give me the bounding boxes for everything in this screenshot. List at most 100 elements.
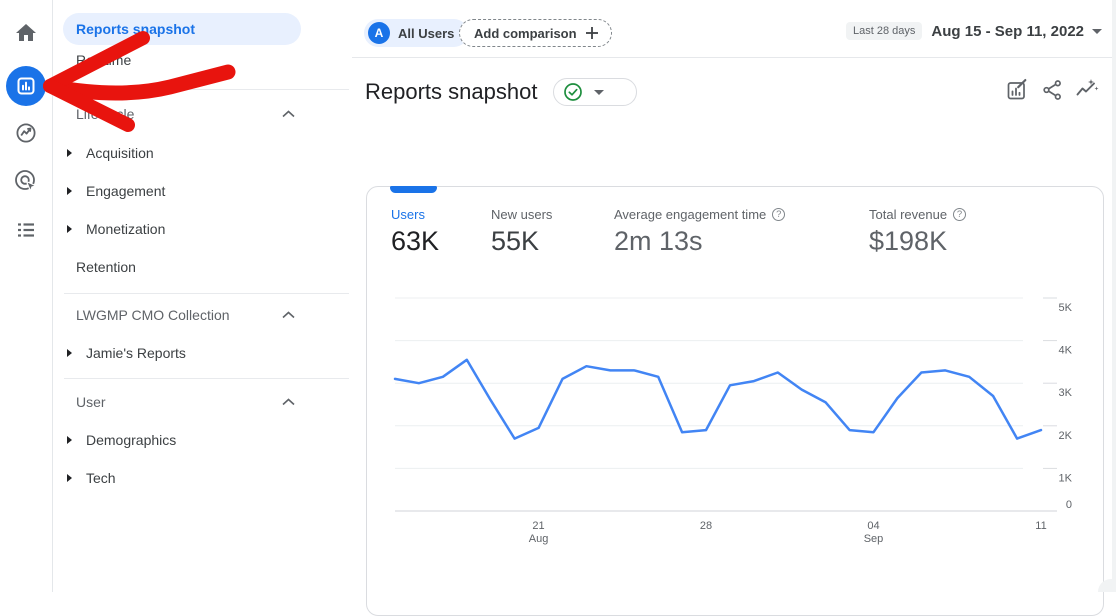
metric-value: 2m 13s [614, 226, 703, 256]
nav-item-retention[interactable]: Retention [53, 254, 313, 280]
nav-section-label: LWGMP CMO Collection [76, 307, 230, 323]
home-icon [16, 24, 36, 41]
rail-explore-button[interactable] [0, 113, 52, 153]
help-icon[interactable]: ? [772, 208, 786, 221]
customize-report-button[interactable] [1005, 78, 1029, 102]
reports-selected-circle [6, 66, 46, 106]
add-comparison-label: Add comparison [474, 25, 577, 41]
date-range-value: Aug 15 - Sep 11, 2022 [931, 22, 1084, 40]
svg-text:28: 28 [700, 520, 712, 532]
all-users-segment-chip[interactable]: A All Users [364, 19, 469, 47]
page-title: Reports snapshot [365, 79, 538, 104]
reports-snapshot-card: Users 63K New users 55K Average engageme… [366, 186, 1104, 616]
nav-section-lwgmp-cmo-collection: LWGMP CMO Collection [53, 302, 313, 328]
nav-section-life-cycle: Life cycle [53, 101, 313, 127]
expand-triangle-icon [67, 149, 72, 157]
nav-item-label: Tech [86, 470, 116, 486]
library-icon [18, 223, 34, 237]
advertising-icon [15, 170, 38, 193]
topbar-divider [352, 57, 1116, 58]
nav-item-label: Reports snapshot [76, 21, 196, 37]
share-report-button[interactable] [1041, 78, 1065, 102]
rail-advertising-button[interactable] [0, 161, 52, 201]
collapse-chevron-icon[interactable] [282, 398, 295, 406]
metric-label: Average engagement time [614, 207, 767, 222]
svg-text:Sep: Sep [864, 533, 884, 545]
expand-triangle-icon [67, 349, 72, 357]
plus-icon [585, 27, 598, 39]
svg-text:2K: 2K [1059, 430, 1073, 442]
metric-users[interactable]: Users 63K [391, 207, 439, 257]
nav-item-monetization[interactable]: Monetization [53, 216, 313, 242]
metric-total-revenue[interactable]: Total revenue ? $198K [869, 207, 967, 257]
svg-text:11: 11 [1035, 520, 1046, 532]
expand-triangle-icon [67, 225, 72, 233]
rail-library-button[interactable] [0, 210, 52, 250]
reports-icon [17, 77, 35, 95]
caret-down-icon [594, 89, 604, 95]
metric-new-users[interactable]: New users 55K [491, 207, 552, 257]
rail-reports-button[interactable] [0, 66, 52, 106]
svg-text:3K: 3K [1059, 387, 1073, 399]
insights-panel-corner [1098, 579, 1116, 592]
nav-item-label: Retention [76, 259, 136, 275]
nav-section-label: Life cycle [76, 106, 135, 122]
svg-text:4K: 4K [1059, 345, 1073, 357]
report-data-quality-button[interactable] [553, 78, 637, 106]
expand-triangle-icon [67, 474, 72, 482]
metric-label: Users [391, 207, 425, 222]
svg-text:21: 21 [532, 520, 544, 532]
svg-text:04: 04 [867, 520, 879, 532]
nav-divider [64, 89, 349, 90]
svg-text:Aug: Aug [529, 533, 549, 545]
insights-icon [1076, 79, 1099, 96]
nav-item-reports-snapshot[interactable]: Reports snapshot [63, 13, 301, 45]
nav-divider [64, 378, 349, 379]
svg-text:0: 0 [1066, 499, 1072, 511]
explore-icon [16, 123, 36, 143]
svg-text:5K: 5K [1059, 302, 1073, 314]
caret-down-icon [1092, 28, 1102, 34]
add-comparison-button[interactable]: Add comparison [459, 19, 612, 47]
nav-item-acquisition[interactable]: Acquisition [53, 140, 313, 166]
verified-check-icon [564, 83, 582, 101]
help-icon[interactable]: ? [953, 208, 967, 221]
metric-label: New users [491, 207, 553, 222]
nav-item-label: Realtime [76, 52, 132, 68]
nav-item-label: Acquisition [86, 145, 154, 161]
nav-divider [64, 293, 349, 294]
scrollbar[interactable] [1112, 0, 1116, 592]
nav-item-label: Jamie's Reports [86, 345, 186, 361]
nav-item-label: Engagement [86, 183, 166, 199]
segment-avatar: A [368, 22, 390, 44]
nav-item-demographics[interactable]: Demographics [53, 427, 313, 453]
left-icon-rail [0, 0, 53, 592]
metric-value: $198K [869, 226, 948, 256]
customize-report-icon [1007, 79, 1027, 100]
selected-metric-tab-indicator [390, 186, 437, 193]
date-range-preset-badge: Last 28 days [846, 22, 923, 40]
collapse-chevron-icon[interactable] [282, 311, 295, 319]
metric-average-engagement-time[interactable]: Average engagement time ? 2m 13s [614, 207, 786, 257]
nav-section-label: User [76, 394, 106, 410]
metric-value: 63K [391, 226, 440, 256]
metric-value: 55K [491, 226, 540, 256]
nav-section-user: User [53, 389, 313, 415]
nav-item-engagement[interactable]: Engagement [53, 178, 313, 204]
insights-button[interactable] [1075, 78, 1099, 102]
segment-label: All Users [398, 25, 455, 41]
metric-label: Total revenue [869, 207, 948, 222]
nav-item-tech[interactable]: Tech [53, 465, 313, 491]
collapse-chevron-icon[interactable] [282, 110, 295, 118]
nav-item-realtime[interactable]: Realtime [53, 47, 313, 73]
svg-text:1K: 1K [1059, 472, 1073, 484]
date-range-selector[interactable]: Last 28 days Aug 15 - Sep 11, 2022 [846, 22, 1102, 40]
reports-nav-panel: Reports snapshot Realtime Life cycle Acq… [53, 0, 352, 592]
share-icon [1043, 80, 1061, 100]
nav-item-jamies-reports[interactable]: Jamie's Reports [53, 340, 313, 366]
nav-item-label: Monetization [86, 221, 166, 237]
rail-home-button[interactable] [0, 13, 52, 53]
expand-triangle-icon [67, 187, 72, 195]
nav-item-label: Demographics [86, 432, 177, 448]
